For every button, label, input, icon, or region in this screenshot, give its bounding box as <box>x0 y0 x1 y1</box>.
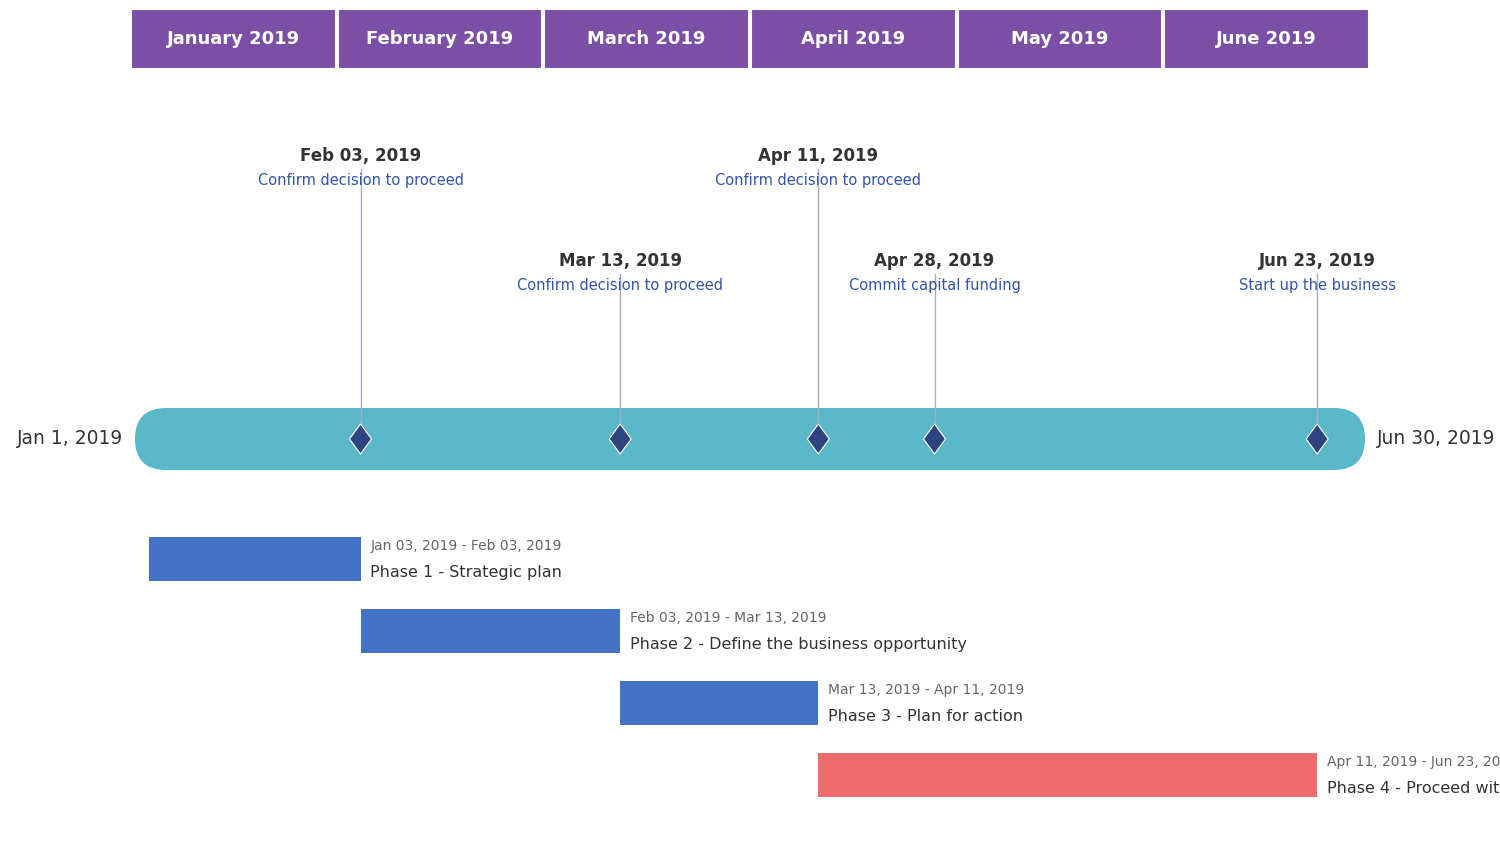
Text: Phase 2 - Define the business opportunity: Phase 2 - Define the business opportunit… <box>630 637 968 652</box>
FancyBboxPatch shape <box>1164 9 1370 69</box>
Polygon shape <box>609 424 631 454</box>
Text: Start up the business: Start up the business <box>1239 278 1395 293</box>
Text: Confirm decision to proceed: Confirm decision to proceed <box>716 173 921 188</box>
FancyBboxPatch shape <box>819 753 1317 797</box>
Text: Commit capital funding: Commit capital funding <box>849 278 1020 293</box>
Text: June 2019: June 2019 <box>1216 30 1317 48</box>
FancyBboxPatch shape <box>957 9 1162 69</box>
Text: March 2019: March 2019 <box>588 30 706 48</box>
Text: Jun 30, 2019: Jun 30, 2019 <box>1377 429 1496 448</box>
Text: May 2019: May 2019 <box>1011 30 1108 48</box>
Text: Confirm decision to proceed: Confirm decision to proceed <box>518 278 723 293</box>
Text: Feb 03, 2019 - Mar 13, 2019: Feb 03, 2019 - Mar 13, 2019 <box>630 611 827 625</box>
Polygon shape <box>1306 424 1328 454</box>
Polygon shape <box>350 424 372 454</box>
FancyBboxPatch shape <box>544 9 748 69</box>
Text: Feb 03, 2019: Feb 03, 2019 <box>300 147 422 165</box>
Text: Apr 28, 2019: Apr 28, 2019 <box>874 252 995 270</box>
FancyBboxPatch shape <box>148 537 360 581</box>
Polygon shape <box>924 424 945 454</box>
FancyBboxPatch shape <box>752 9 956 69</box>
Text: February 2019: February 2019 <box>366 30 513 48</box>
FancyBboxPatch shape <box>338 9 543 69</box>
Text: January 2019: January 2019 <box>166 30 300 48</box>
Text: Jan 03, 2019 - Feb 03, 2019: Jan 03, 2019 - Feb 03, 2019 <box>370 539 562 553</box>
Text: Confirm decision to proceed: Confirm decision to proceed <box>258 173 464 188</box>
FancyBboxPatch shape <box>620 681 819 725</box>
FancyBboxPatch shape <box>135 408 1365 470</box>
Text: Phase 4 - Proceed with startup plan: Phase 4 - Proceed with startup plan <box>1328 781 1500 796</box>
FancyBboxPatch shape <box>130 9 336 69</box>
Text: Jun 23, 2019: Jun 23, 2019 <box>1258 252 1376 270</box>
Text: Apr 11, 2019: Apr 11, 2019 <box>759 147 879 165</box>
FancyBboxPatch shape <box>360 609 620 653</box>
Text: April 2019: April 2019 <box>801 30 906 48</box>
Text: Mar 13, 2019: Mar 13, 2019 <box>558 252 681 270</box>
Text: Apr 11, 2019 - Jun 23, 2019: Apr 11, 2019 - Jun 23, 2019 <box>1328 755 1500 769</box>
Text: Phase 3 - Plan for action: Phase 3 - Plan for action <box>828 709 1023 724</box>
Text: Mar 13, 2019 - Apr 11, 2019: Mar 13, 2019 - Apr 11, 2019 <box>828 683 1024 697</box>
Text: Phase 1 - Strategic plan: Phase 1 - Strategic plan <box>370 565 562 580</box>
Polygon shape <box>807 424 830 454</box>
Text: Jan 1, 2019: Jan 1, 2019 <box>16 429 123 448</box>
